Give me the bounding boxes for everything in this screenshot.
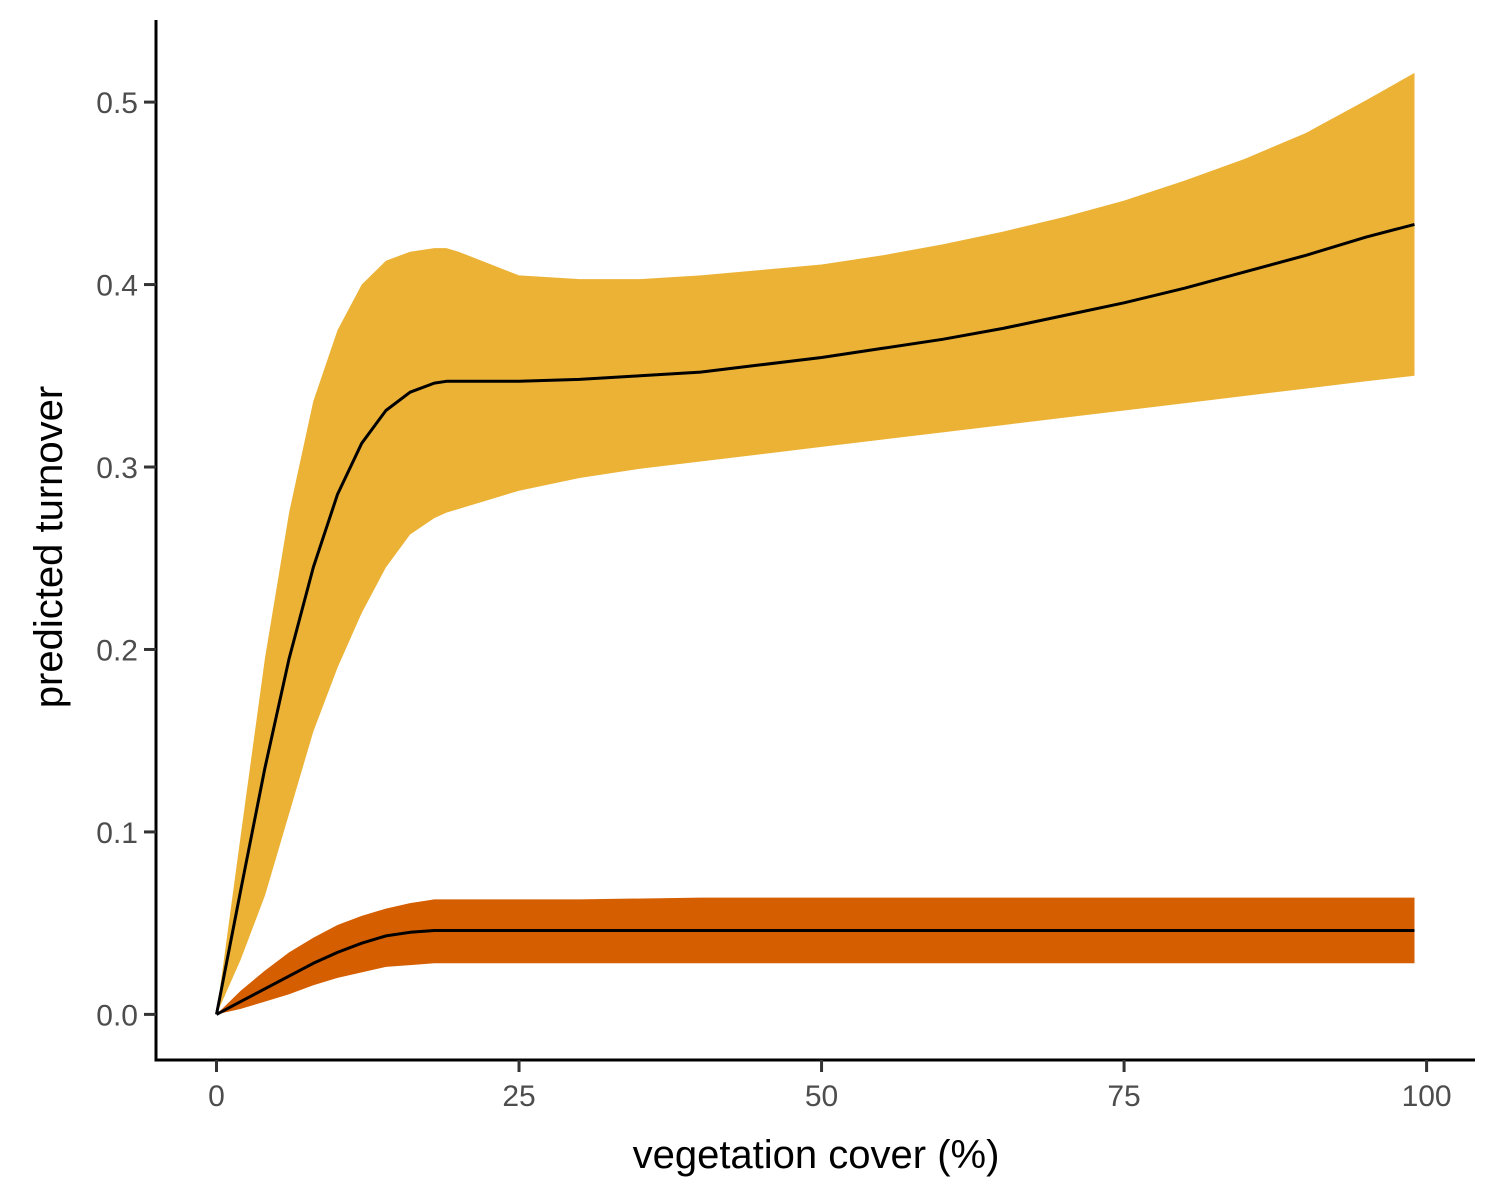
- y-tick-label: 0.4: [96, 270, 138, 303]
- y-axis-ticks: 0.0 0.1 0.2 0.3 0.4 0.5: [96, 87, 156, 1032]
- x-tick-label: 75: [1107, 1080, 1140, 1113]
- axes: 0 25 50 75 100 0.0 0.1 0.2 0.3 0.4 0.5: [96, 20, 1475, 1113]
- confidence-band-2: [216, 897, 1415, 1015]
- x-tick-label: 25: [502, 1080, 535, 1113]
- fitted-line-2: [215, 929, 1415, 1016]
- fitted-line-1: [215, 222, 1415, 1015]
- y-tick-label: 0.0: [96, 999, 138, 1032]
- y-axis-title: predicted turnover: [27, 386, 71, 708]
- confidence-bands: [216, 72, 1415, 1015]
- confidence-band-1: [216, 72, 1415, 1015]
- y-tick-label: 0.1: [96, 817, 138, 850]
- x-axis-title: vegetation cover (%): [633, 1133, 1000, 1177]
- y-tick-label: 0.5: [96, 87, 138, 120]
- fitted-lines: [215, 222, 1415, 1016]
- x-tick-label: 50: [805, 1080, 838, 1113]
- x-tick-label: 0: [208, 1080, 225, 1113]
- x-tick-label: 100: [1402, 1080, 1452, 1113]
- x-axis-ticks: 0 25 50 75 100: [208, 1060, 1452, 1113]
- y-tick-label: 0.2: [96, 634, 138, 667]
- y-tick-label: 0.3: [96, 452, 138, 485]
